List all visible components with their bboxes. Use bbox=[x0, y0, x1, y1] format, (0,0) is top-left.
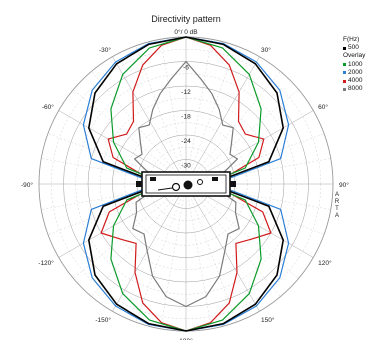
grid-spoke bbox=[185, 56, 260, 185]
angle-tick-label: 120° bbox=[318, 259, 332, 267]
legend-header: F(Hz) bbox=[343, 36, 360, 43]
angle-tick-label: 0°/ 0 dB bbox=[174, 28, 197, 36]
legend-item-overlay: 2000 bbox=[343, 69, 369, 77]
angle-tick-label: -120° bbox=[38, 259, 54, 267]
side-label-letter: A bbox=[335, 213, 339, 219]
legend-swatch bbox=[343, 71, 346, 75]
chart-legend: F(Hz) 500 Overlay 1000 2000 4000 8000 bbox=[343, 36, 369, 93]
grid-spoke bbox=[135, 45, 187, 185]
speaker-device-icon bbox=[136, 171, 236, 197]
db-tick-label: -24 bbox=[181, 138, 191, 145]
device-port bbox=[171, 182, 181, 192]
device-inner bbox=[145, 174, 227, 194]
legend-swatch bbox=[343, 46, 346, 50]
db-tick-label: -30 bbox=[181, 163, 191, 170]
legend-item-overlay: 1000 bbox=[343, 61, 369, 69]
legend-swatch bbox=[343, 63, 346, 67]
grid-spoke bbox=[185, 39, 212, 185]
grid-spoke bbox=[185, 183, 237, 323]
directivity-curves bbox=[82, 36, 290, 332]
angle-tick-label: 30° bbox=[261, 46, 271, 54]
grid-spoke bbox=[73, 183, 187, 279]
grid-spoke bbox=[112, 183, 187, 312]
legend-label: 4000 bbox=[348, 77, 363, 85]
grid-spoke bbox=[91, 183, 187, 297]
angle-tick-label: 90° bbox=[339, 181, 349, 189]
legend-swatch bbox=[343, 87, 346, 91]
db-tick-labels: -6 -12 -18 -24 -30 bbox=[181, 65, 191, 170]
legend-item-main: 500 bbox=[343, 44, 369, 52]
grid-spoke bbox=[135, 183, 187, 323]
grid-spoke bbox=[185, 89, 299, 185]
device-line bbox=[157, 187, 173, 191]
legend-label: 2000 bbox=[348, 68, 363, 76]
device-tab-right bbox=[230, 181, 236, 187]
grid-spoke bbox=[185, 45, 237, 185]
grid-spoke bbox=[185, 183, 212, 329]
side-label-letter: R bbox=[335, 199, 340, 205]
grid-spoke bbox=[160, 183, 187, 329]
device-driver bbox=[183, 180, 193, 190]
grid-spoke bbox=[73, 89, 187, 185]
legend-swatch bbox=[343, 79, 346, 83]
device-block bbox=[212, 177, 218, 181]
angle-tick-label: -90° bbox=[21, 181, 33, 189]
angle-tick-label: 150° bbox=[261, 316, 275, 324]
legend-item-overlay: 4000 bbox=[343, 77, 369, 85]
legend-label: 500 bbox=[348, 44, 359, 52]
angle-tick-label: -60° bbox=[42, 103, 54, 111]
device-tab-left bbox=[136, 181, 142, 187]
grid-spoke bbox=[160, 39, 187, 185]
db-tick-label: -18 bbox=[181, 114, 191, 121]
legend-label: 8000 bbox=[348, 85, 363, 93]
series-line-500 bbox=[88, 36, 284, 332]
db-tick-label: -12 bbox=[181, 89, 191, 96]
series-line-8000 bbox=[132, 60, 240, 308]
grid-spoke bbox=[185, 183, 299, 279]
legend-overlay-header: Overlay bbox=[343, 52, 366, 60]
angle-tick-label: -30° bbox=[99, 46, 111, 54]
grid-spoke bbox=[185, 183, 260, 312]
device-knob bbox=[197, 179, 203, 185]
grid-spoke bbox=[112, 56, 187, 185]
legend-label: 1000 bbox=[348, 60, 363, 68]
angle-tick-label: 60° bbox=[318, 103, 328, 111]
chart-title: Directivity pattern bbox=[151, 14, 221, 24]
legend-item-overlay: 8000 bbox=[343, 85, 369, 93]
angle-tick-label: -150° bbox=[95, 316, 111, 324]
db-tick-label: -6 bbox=[183, 65, 189, 72]
angle-tick-labels: 0°/ 0 dB 30° 60° 90° 120° 150° 180° -150° -120° -… bbox=[21, 28, 349, 340]
grid-spoke bbox=[185, 183, 281, 297]
device-block bbox=[150, 177, 156, 181]
side-label-letter: A bbox=[335, 192, 339, 198]
angle-tick-label: 180° bbox=[179, 337, 193, 340]
side-label-letter: T bbox=[335, 206, 339, 212]
